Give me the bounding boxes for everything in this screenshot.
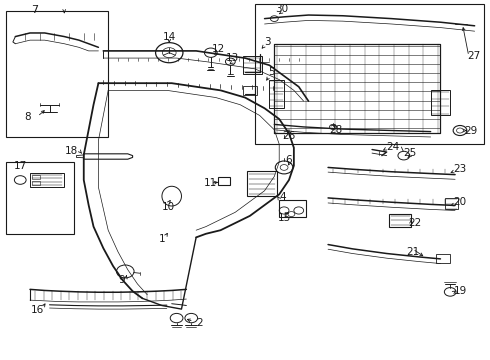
Bar (445, 198, 458, 210)
Bar (243, 56, 262, 74)
Text: 2: 2 (197, 319, 203, 328)
Text: 12: 12 (212, 44, 225, 54)
Text: 19: 19 (453, 286, 466, 296)
Text: 21: 21 (406, 247, 419, 257)
Text: 16: 16 (31, 305, 44, 315)
Bar (5, 12, 108, 137)
Text: 7: 7 (31, 5, 38, 15)
Text: 17: 17 (14, 161, 27, 171)
Text: 1: 1 (159, 234, 165, 244)
Text: 20: 20 (453, 197, 466, 207)
Text: 5: 5 (269, 67, 275, 77)
Bar (32, 175, 40, 179)
Text: 30: 30 (275, 4, 288, 14)
Text: 10: 10 (162, 202, 175, 212)
Text: 29: 29 (465, 126, 478, 135)
Text: 13: 13 (226, 53, 240, 63)
Bar (5, 162, 74, 234)
Text: 23: 23 (453, 164, 466, 174)
Bar (431, 90, 450, 116)
Text: 3: 3 (264, 37, 270, 47)
Text: 25: 25 (404, 148, 417, 158)
Text: 27: 27 (467, 51, 480, 61)
Text: 15: 15 (277, 213, 291, 223)
Text: 18: 18 (65, 146, 78, 156)
Bar (279, 201, 306, 217)
Bar (30, 173, 64, 187)
Bar (247, 171, 277, 196)
Bar (218, 177, 230, 185)
Bar (436, 254, 450, 263)
Text: 22: 22 (408, 218, 422, 228)
Bar (389, 214, 411, 226)
Text: 4: 4 (279, 192, 286, 202)
Text: 8: 8 (24, 112, 31, 122)
Text: 6: 6 (286, 155, 293, 165)
Bar (32, 181, 40, 185)
Text: 24: 24 (387, 142, 400, 152)
Text: 9: 9 (119, 275, 125, 285)
Bar (243, 86, 257, 95)
Bar (270, 80, 284, 108)
Text: 11: 11 (204, 177, 218, 188)
Text: 26: 26 (282, 131, 295, 141)
Text: 28: 28 (329, 125, 342, 135)
Bar (255, 4, 485, 144)
Text: 14: 14 (163, 32, 176, 42)
